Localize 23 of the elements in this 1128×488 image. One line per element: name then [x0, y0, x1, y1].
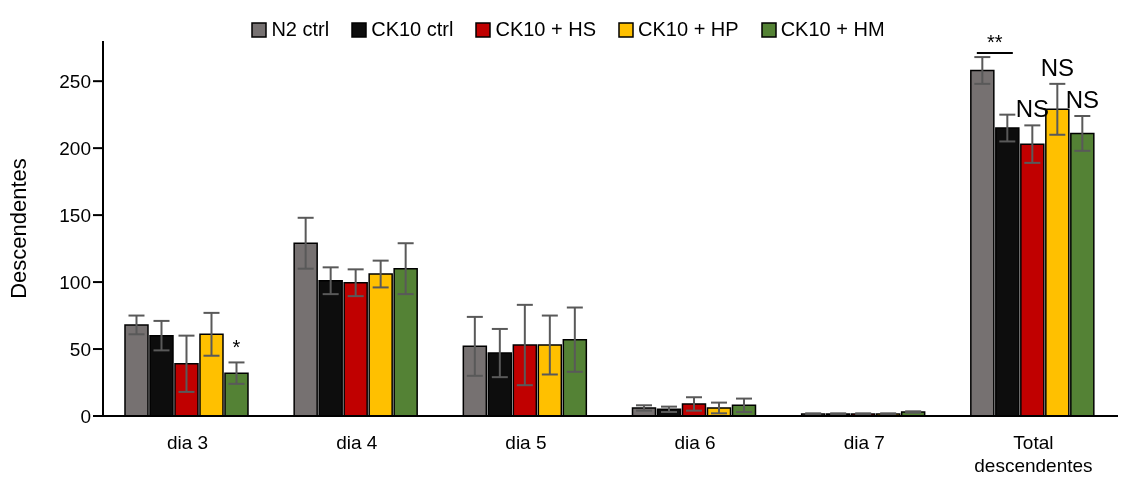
y-tick-label: 200 — [59, 137, 91, 159]
x-tick-label: dia 6 — [674, 432, 716, 454]
annotation: NS — [1015, 95, 1049, 123]
legend-label: CK10 ctrl — [371, 18, 454, 41]
y-tick-label: 100 — [59, 271, 91, 293]
annotation: ** — [987, 31, 1003, 54]
y-tick-label: 50 — [69, 338, 91, 360]
legend-label: CK10 + HM — [780, 18, 885, 41]
annotation: * — [232, 336, 241, 359]
y-tick-label: 150 — [59, 204, 91, 226]
y-tick-label: 0 — [80, 405, 91, 427]
annotation: NS — [1065, 86, 1099, 113]
annotation: NS — [1040, 53, 1074, 81]
x-tick-label: dia 5 — [505, 432, 547, 454]
x-tick-label: Total descendentes — [974, 432, 1093, 476]
y-axis-title: Descendentes — [5, 158, 31, 299]
x-tick-label: dia 4 — [336, 432, 378, 454]
y-tick-label: 250 — [59, 70, 91, 92]
x-tick-label: dia 3 — [166, 432, 209, 454]
legend-label: CK10 + HS — [495, 18, 597, 41]
legend-label: N2 ctrl — [271, 18, 330, 41]
legend-label: CK10 + HP — [638, 18, 739, 41]
x-tick-label: dia 7 — [843, 432, 885, 454]
